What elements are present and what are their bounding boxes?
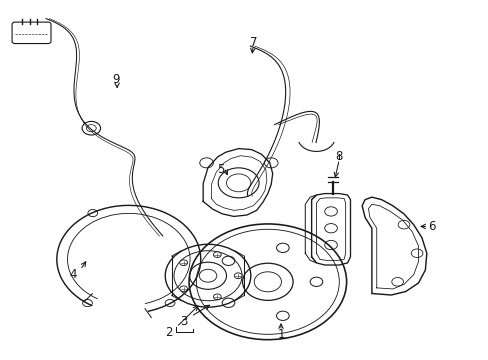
Text: 7: 7 [249,36,257,49]
Circle shape [213,252,221,257]
Circle shape [180,286,187,292]
Circle shape [82,121,101,135]
Text: 6: 6 [427,220,434,233]
Text: 2: 2 [165,327,173,339]
Circle shape [234,273,242,279]
Text: 8: 8 [335,150,342,163]
Circle shape [213,294,221,300]
Text: 5: 5 [217,163,224,176]
FancyBboxPatch shape [12,22,51,44]
Text: 3: 3 [180,315,187,328]
Text: 9: 9 [112,73,119,86]
Circle shape [180,260,187,266]
Text: 1: 1 [277,328,284,341]
Text: 4: 4 [69,268,77,281]
